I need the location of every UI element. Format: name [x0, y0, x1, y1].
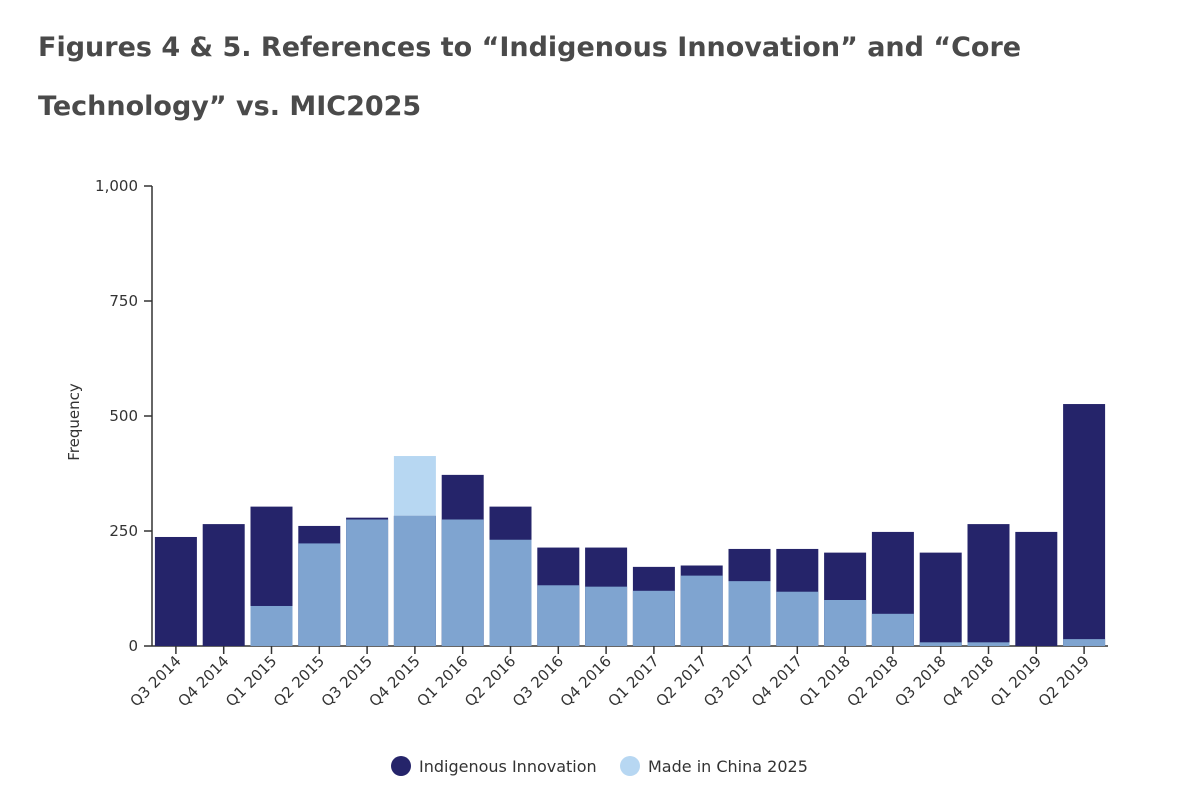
legend-swatch-indigenous-innovation: [391, 756, 411, 776]
bar-overlap-q1-2018: [824, 600, 867, 646]
bar-overlap-q4-2018: [967, 642, 1010, 646]
x-tick-label-q4-2014: Q4 2014: [174, 652, 232, 710]
x-tick-label-q1-2019: Q1 2019: [987, 652, 1045, 710]
y-tick-label: 1,000: [95, 177, 138, 195]
bar-overlap-q4-2016: [585, 586, 628, 646]
x-tick-label-q2-2018: Q2 2018: [844, 652, 902, 710]
bar-overlap-q1-2017: [632, 590, 675, 646]
bar-made-in-china-2025-q4-2015: [393, 456, 436, 516]
bar-indigenous-innovation-q3-2014: [154, 536, 197, 646]
x-tick-label-q2-2016: Q2 2016: [461, 652, 519, 710]
x-tick-label-q3-2014: Q3 2014: [127, 652, 185, 710]
x-tick-label-q3-2017: Q3 2017: [700, 652, 758, 710]
x-tick-label-q4-2015: Q4 2015: [366, 652, 424, 710]
bar-indigenous-innovation-q4-2014: [202, 524, 245, 646]
y-axis-label: Frequency: [65, 383, 83, 461]
bar-indigenous-innovation-q2-2019: [1063, 404, 1106, 646]
axes: [151, 186, 1108, 647]
y-tick-label: 500: [109, 407, 138, 425]
x-tick-label-q3-2016: Q3 2016: [509, 652, 567, 710]
bar-overlap-q3-2018: [919, 642, 962, 646]
legend: Indigenous Innovation Made in China 2025: [391, 756, 808, 776]
legend-label-made-in-china-2025: Made in China 2025: [648, 757, 808, 776]
y-tick-label: 250: [109, 522, 138, 540]
x-tick-label-q1-2017: Q1 2017: [605, 652, 663, 710]
y-tick-label: 750: [109, 292, 138, 310]
x-tick-label-q1-2016: Q1 2016: [413, 652, 471, 710]
bar-overlap-q2-2018: [871, 613, 914, 646]
bar-overlap-q2-2017: [680, 575, 723, 646]
bars: [154, 404, 1106, 646]
x-tick-label-q2-2017: Q2 2017: [652, 652, 710, 710]
bar-overlap-q1-2016: [441, 519, 484, 646]
x-tick-label-q3-2018: Q3 2018: [891, 652, 949, 710]
x-tick-label-q4-2018: Q4 2018: [939, 652, 997, 710]
bar-overlap-q2-2019: [1063, 639, 1106, 646]
legend-swatch-made-in-china-2025: [620, 756, 640, 776]
x-tick-label-q1-2015: Q1 2015: [222, 652, 280, 710]
y-tick-label: 0: [128, 637, 138, 655]
x-tick-label-q2-2015: Q2 2015: [270, 652, 328, 710]
bar-indigenous-innovation-q3-2018: [919, 552, 962, 646]
y-tick-labels: 0 250 500 750 1,000: [95, 177, 152, 655]
x-tick-label-q4-2017: Q4 2017: [748, 652, 806, 710]
x-tick-label-q3-2015: Q3 2015: [318, 652, 376, 710]
legend-label-indigenous-innovation: Indigenous Innovation: [419, 757, 597, 776]
bar-overlap-q4-2015: [393, 515, 436, 646]
x-tick-label-q4-2016: Q4 2016: [557, 652, 615, 710]
bar-indigenous-innovation-q1-2019: [1015, 531, 1058, 646]
x-tick-label-q2-2019: Q2 2019: [1035, 652, 1093, 710]
chart-title: Figures 4 & 5. References to “Indigenous…: [38, 32, 1022, 122]
bar-overlap-q3-2017: [728, 581, 771, 646]
bar-overlap-q1-2015: [250, 605, 293, 646]
bar-overlap-q3-2016: [537, 585, 580, 646]
bar-overlap-q2-2015: [298, 543, 341, 646]
x-tick-label-q1-2018: Q1 2018: [796, 652, 854, 710]
bar-overlap-q2-2016: [489, 539, 532, 646]
bar-overlap-q4-2017: [776, 591, 819, 646]
bar-overlap-q3-2015: [346, 519, 389, 646]
bar-indigenous-innovation-q4-2018: [967, 524, 1010, 646]
